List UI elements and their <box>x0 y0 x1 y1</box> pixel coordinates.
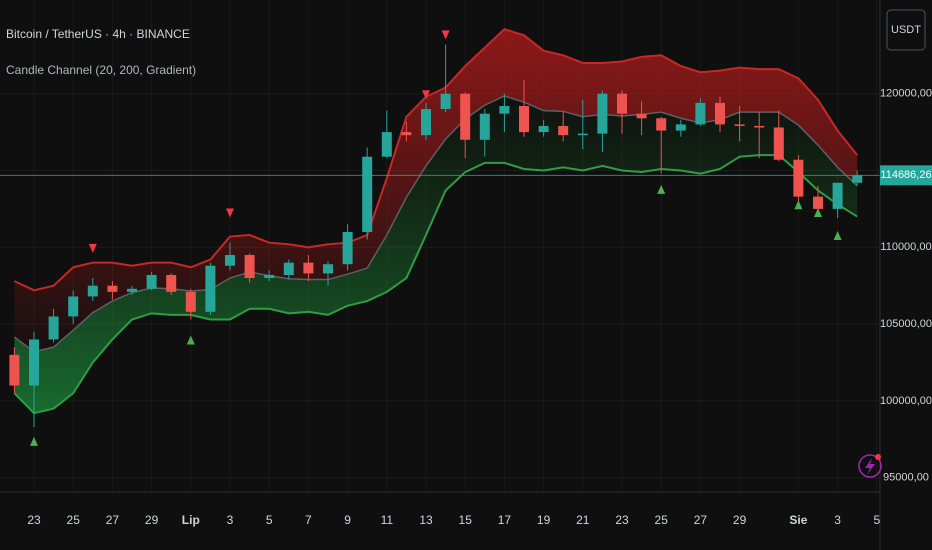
x-tick-label: 19 <box>537 513 551 527</box>
candle-body <box>754 125 765 128</box>
candle-body <box>519 105 529 133</box>
candle-body <box>244 254 255 279</box>
x-tick-label: 13 <box>419 513 433 527</box>
x-tick-label: 27 <box>106 513 120 527</box>
candle-body <box>362 156 373 232</box>
candle-body <box>813 196 823 209</box>
x-tick-label: 17 <box>498 513 512 527</box>
x-tick-label: 27 <box>694 513 708 527</box>
sell-marker <box>226 208 234 218</box>
candle-body <box>636 113 647 119</box>
sell-marker <box>422 90 430 100</box>
axes: 95000,00100000,00105000,00110000,0011500… <box>27 88 932 527</box>
candle-body <box>127 288 137 292</box>
candle-body <box>166 274 177 292</box>
candle-body <box>460 93 471 140</box>
buy-marker <box>833 231 842 241</box>
x-tick-label: 29 <box>145 513 159 527</box>
candle-body <box>832 182 843 209</box>
candle-body <box>695 102 706 125</box>
candle-body <box>734 124 745 126</box>
candle-body <box>617 93 627 114</box>
x-tick-label: 7 <box>305 513 312 527</box>
y-tick-label: 95000,00 <box>883 472 929 484</box>
candle-body <box>87 285 98 297</box>
plot-area <box>0 28 880 446</box>
candle-body <box>146 274 157 289</box>
candle-body <box>656 118 667 131</box>
candle-body <box>9 354 20 386</box>
x-tick-label: 5 <box>266 513 273 527</box>
candle-body <box>421 109 431 136</box>
candle-body <box>440 93 451 110</box>
candle-body <box>107 285 118 292</box>
currency-button[interactable] <box>886 9 926 51</box>
sell-marker <box>88 243 97 253</box>
x-tick-label: 29 <box>733 513 747 527</box>
candle-body <box>401 132 412 136</box>
candle-body <box>597 93 608 134</box>
indicator-label: Candle Channel (20, 200, Gradient) <box>6 63 196 77</box>
x-tick-label: 3 <box>227 513 234 527</box>
x-tick-label: 9 <box>344 513 351 527</box>
candle-body <box>225 254 235 266</box>
buy-marker <box>186 335 195 345</box>
candle-body <box>342 231 353 265</box>
last-price-label: 114686,26 <box>880 169 931 181</box>
x-tick-label: 11 <box>381 513 394 527</box>
alert-icon[interactable] <box>858 454 882 478</box>
candle-body <box>283 262 294 275</box>
y-tick-label: 110000,00 <box>880 241 931 253</box>
x-tick-label: Lip <box>182 513 200 527</box>
x-tick-label: 23 <box>615 513 629 527</box>
buy-marker <box>30 436 38 446</box>
candle-body <box>185 291 196 312</box>
x-tick-label: 23 <box>27 513 41 527</box>
lower-band-fill <box>14 96 858 414</box>
candle-body <box>773 127 784 160</box>
x-tick-label: 25 <box>655 513 669 527</box>
candle-body <box>715 102 725 125</box>
candle-body <box>264 274 275 279</box>
candle-body <box>48 316 59 340</box>
y-tick-label: 105000,00 <box>880 318 932 330</box>
candle-body <box>499 105 510 114</box>
candle-body <box>205 265 216 312</box>
currency-label[interactable]: USDT <box>891 24 921 36</box>
symbol-title: Bitcoin / TetherUS · 4h · BINANCE <box>6 27 190 41</box>
candle-body <box>852 175 863 183</box>
x-tick-label: 21 <box>576 513 590 527</box>
candle-body <box>577 133 588 136</box>
candle-body <box>68 296 79 317</box>
y-tick-label: 100000,00 <box>880 395 932 407</box>
x-tick-label: 3 <box>834 513 841 527</box>
last-price-box <box>880 165 932 186</box>
x-tick-label: 25 <box>67 513 81 527</box>
y-tick-label: 120000,00 <box>880 88 932 100</box>
buy-marker <box>814 207 822 217</box>
upper-band-fill <box>14 29 858 352</box>
x-tick-label: Sie <box>789 513 807 527</box>
x-tick-label: 15 <box>459 513 473 527</box>
candle-body <box>303 262 314 274</box>
candle-body <box>323 264 333 274</box>
candle-body <box>381 132 392 157</box>
candle-body <box>675 124 686 131</box>
candle-body <box>558 125 569 136</box>
candle-body <box>29 339 39 386</box>
buy-marker <box>657 184 666 194</box>
lower-band-line <box>13 154 858 415</box>
candle-body <box>479 113 490 140</box>
sell-marker <box>441 30 450 40</box>
buy-marker <box>794 200 803 210</box>
candle-body <box>538 125 549 133</box>
upper-band-line <box>13 28 858 292</box>
x-tick-label: 5 <box>873 513 880 527</box>
candle-body <box>793 159 804 197</box>
